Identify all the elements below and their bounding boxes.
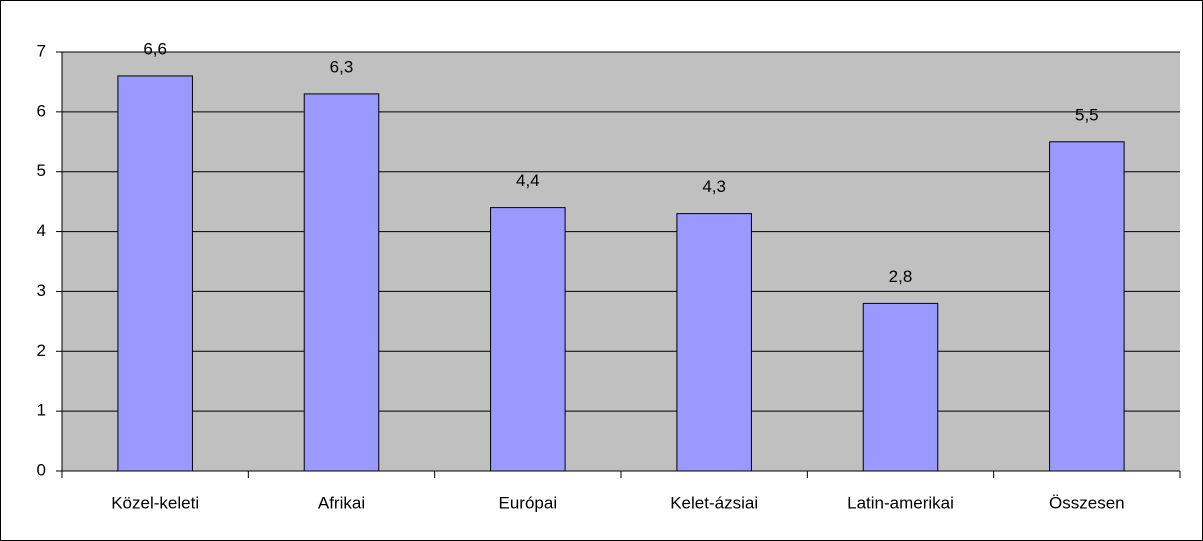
value-label: 4,3 [702, 177, 726, 196]
y-tick-label: 1 [37, 401, 46, 420]
x-tick-label: Latin-amerikai [847, 493, 954, 512]
x-tick-label: Összesen [1049, 493, 1125, 512]
value-label: 6,3 [330, 57, 354, 76]
value-label: 5,5 [1075, 105, 1099, 124]
bar [117, 75, 193, 472]
y-tick-label: 0 [37, 460, 46, 479]
value-label: 6,6 [143, 39, 167, 58]
y-tick-label: 5 [37, 161, 46, 180]
y-tick-label: 6 [37, 101, 46, 120]
x-tick-label: Kelet-ázsiai [670, 493, 758, 512]
x-tick-label: Afrikai [318, 493, 365, 512]
bar [1049, 141, 1125, 472]
bar [676, 213, 752, 472]
bar [862, 302, 939, 472]
plot-area [62, 52, 1180, 471]
bar [490, 207, 566, 472]
x-tick-label: Európai [499, 493, 558, 512]
x-tick-label: Közel-keleti [111, 493, 199, 512]
y-tick-label: 2 [37, 341, 46, 360]
y-tick-label: 7 [37, 41, 46, 60]
bar [303, 93, 380, 472]
y-tick-label: 3 [37, 281, 46, 300]
y-tick-label: 4 [37, 221, 46, 240]
value-label: 2,8 [889, 267, 913, 286]
value-label: 4,4 [516, 171, 540, 190]
